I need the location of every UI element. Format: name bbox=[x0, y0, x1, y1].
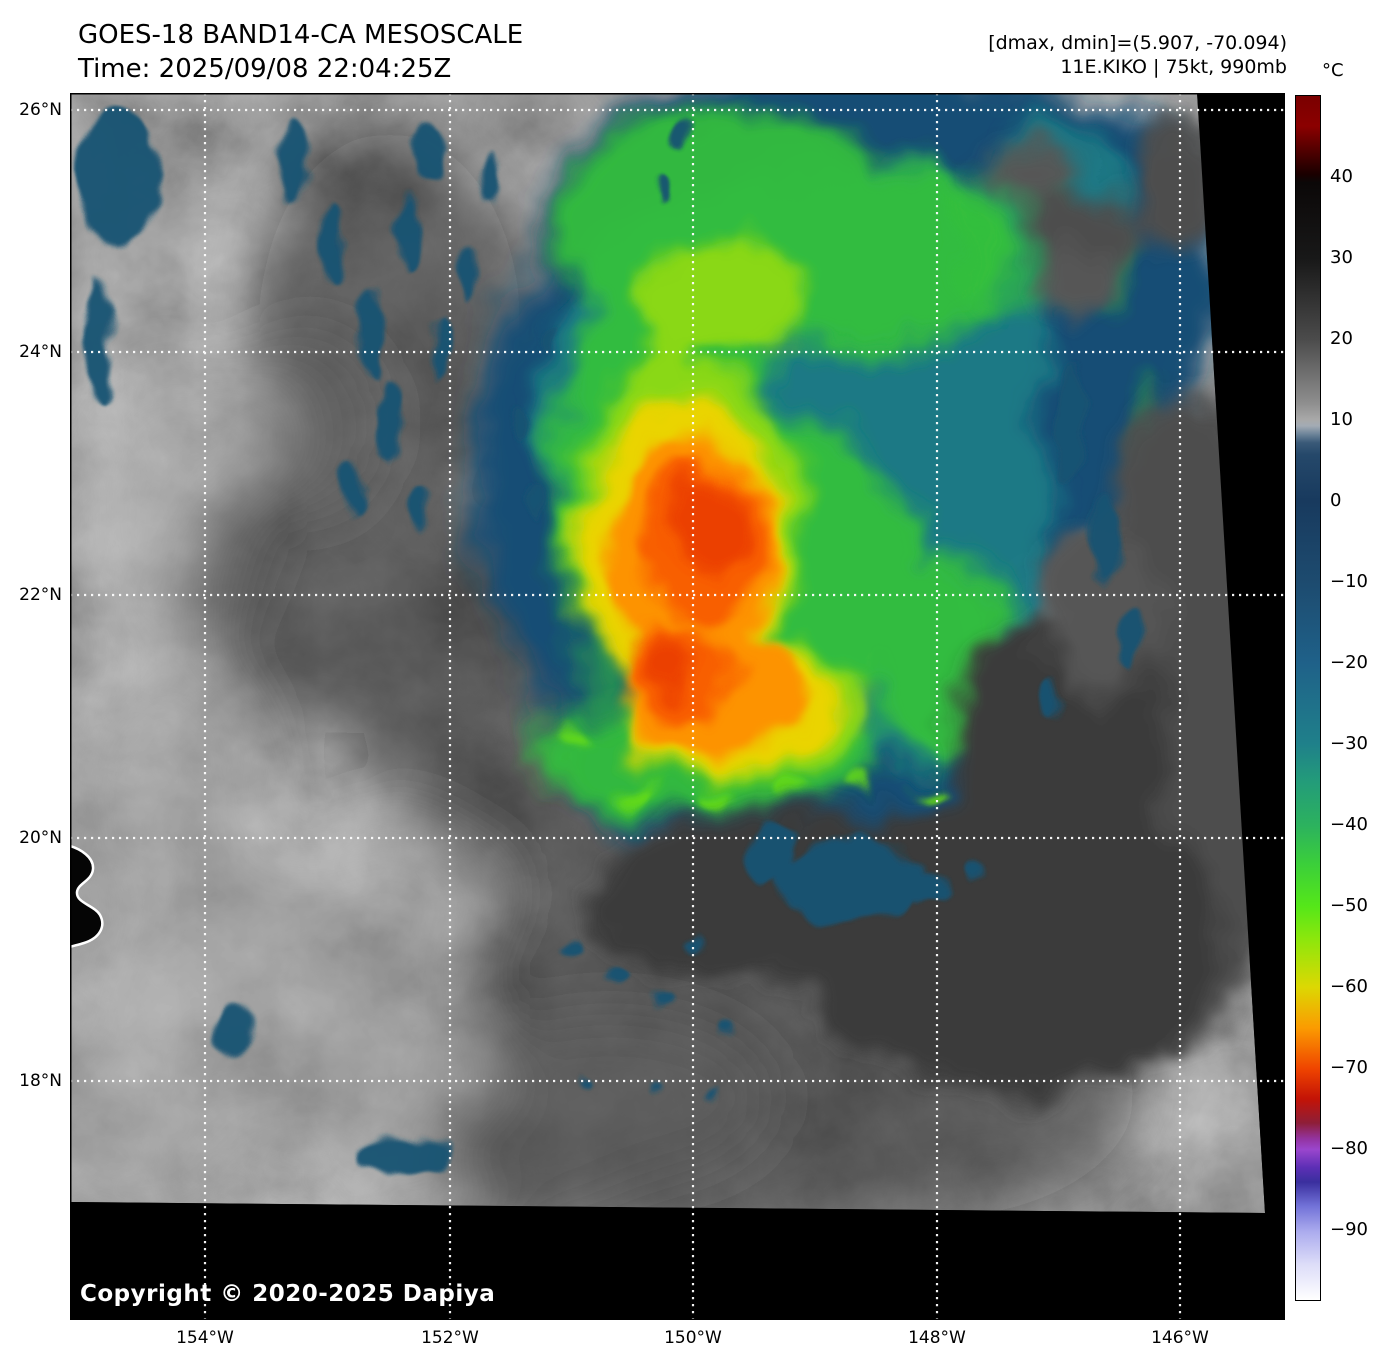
coastline bbox=[68, 844, 104, 950]
cbar-tick-20: 20 bbox=[1330, 328, 1353, 349]
cbar-tick-0: 0 bbox=[1330, 490, 1342, 511]
cbar-tick-m50: −50 bbox=[1330, 895, 1368, 916]
header-right: [dmax, dmin]=(5.907, -70.094) 11E.KIKO |… bbox=[900, 31, 1287, 79]
warm-cloud-patches bbox=[590, 126, 1281, 1088]
cbar-tick-m70: −70 bbox=[1330, 1057, 1368, 1078]
y-tick-18n: 18°N bbox=[19, 1071, 62, 1091]
y-tick-26n: 26°N bbox=[19, 100, 62, 120]
map-plot-area bbox=[68, 63, 1287, 1322]
plot-frame bbox=[70, 93, 1285, 1320]
page-title: GOES-18 BAND14-CA MESOSCALE bbox=[78, 20, 524, 50]
x-tick-150w: 150°W bbox=[664, 1328, 722, 1348]
title-block: GOES-18 BAND14-CA MESOSCALE Time: 2025/0… bbox=[78, 18, 523, 86]
y-tick-22n: 22°N bbox=[19, 585, 62, 605]
y-tick-20n: 20°N bbox=[19, 828, 62, 848]
cbar-tick-40: 40 bbox=[1330, 166, 1353, 187]
y-tick-24n: 24°N bbox=[19, 342, 62, 362]
x-tick-148w: 148°W bbox=[908, 1328, 966, 1348]
cbar-tick-m10: −10 bbox=[1330, 571, 1368, 592]
satellite-image bbox=[68, 63, 1287, 1322]
storm-info: 11E.KIKO | 75kt, 990mb bbox=[1060, 56, 1287, 78]
cbar-tick-m90: −90 bbox=[1330, 1219, 1368, 1240]
timestamp: Time: 2025/09/08 22:04:25Z bbox=[78, 54, 452, 84]
cbar-tick-10: 10 bbox=[1330, 409, 1353, 430]
dmax-dmin-readout: [dmax, dmin]=(5.907, -70.094) bbox=[988, 32, 1287, 54]
colorbar-unit-label: °C bbox=[1322, 60, 1344, 81]
copyright-text: Copyright © 2020-2025 Dapiya bbox=[80, 1281, 496, 1307]
cbar-tick-m40: −40 bbox=[1330, 814, 1368, 835]
x-tick-152w: 152°W bbox=[421, 1328, 479, 1348]
cbar-tick-m60: −60 bbox=[1330, 976, 1368, 997]
cbar-tick-30: 30 bbox=[1330, 247, 1353, 268]
cbar-tick-m80: −80 bbox=[1330, 1138, 1368, 1159]
x-tick-154w: 154°W bbox=[176, 1328, 234, 1348]
no-data-band-bottom bbox=[68, 1202, 1287, 1322]
cbar-tick-m30: −30 bbox=[1330, 733, 1368, 754]
colorbar bbox=[1295, 95, 1321, 1301]
x-tick-146w: 146°W bbox=[1151, 1328, 1209, 1348]
cbar-tick-m20: −20 bbox=[1330, 652, 1368, 673]
cold-blue-patches bbox=[78, 110, 1143, 1175]
graticule bbox=[70, 93, 1285, 1320]
no-data-wedge-right bbox=[1197, 91, 1287, 1217]
